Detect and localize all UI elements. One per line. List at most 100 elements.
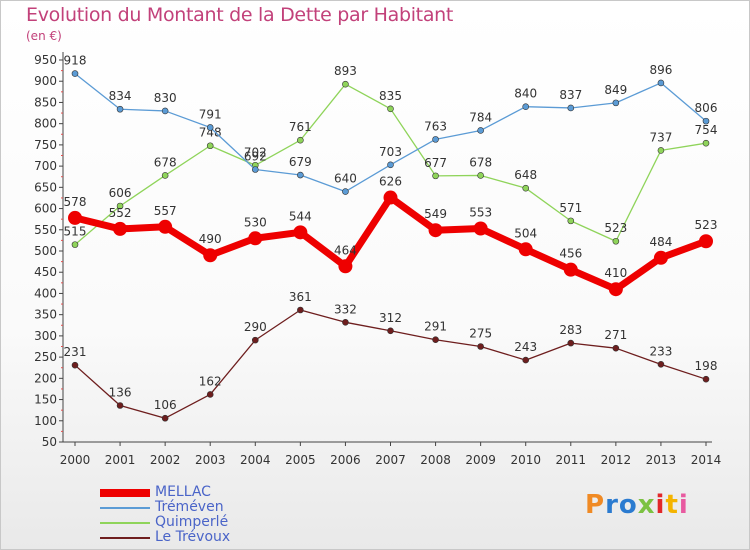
data-point-mellac: [699, 234, 713, 249]
legend-item-le-trevoux: Le Trévoux: [100, 529, 300, 545]
data-label-mellac: 504: [514, 226, 537, 240]
x-tick-label: 2004: [240, 453, 271, 467]
x-tick-label: 2013: [646, 453, 677, 467]
x-tick-label: 2003: [195, 453, 226, 467]
data-label-tremeven: 830: [154, 91, 177, 105]
brand-letter: i: [678, 490, 689, 520]
data-point-le-trevoux: [206, 391, 214, 398]
data-point-le-trevoux: [567, 339, 575, 347]
x-tick-label: 2005: [285, 453, 316, 467]
data-label-tremeven: 896: [649, 63, 672, 77]
data-label-tremeven: 640: [334, 172, 357, 186]
data-point-tremeven: [477, 127, 484, 134]
data-label-mellac: 464: [334, 243, 357, 257]
y-tick-label: 550: [34, 223, 57, 237]
data-label-quimperle: 748: [199, 126, 222, 140]
x-tick-label: 2009: [465, 453, 496, 467]
data-label-le-trevoux: 275: [469, 327, 492, 341]
data-point-le-trevoux: [251, 336, 259, 344]
data-point-mellac: [653, 250, 668, 265]
y-tick-label: 850: [34, 95, 57, 109]
legend-swatch-quimperle: [100, 522, 150, 524]
data-label-quimperle: 606: [109, 186, 132, 200]
data-point-quimperle: [297, 136, 304, 144]
data-point-mellac: [158, 219, 173, 234]
data-point-tremeven: [657, 79, 665, 87]
legend-label-le-trevoux: Le Trévoux: [155, 529, 231, 545]
y-tick-label: 650: [34, 180, 57, 194]
data-point-le-trevoux: [116, 402, 124, 409]
data-label-mellac: 523: [695, 218, 718, 232]
x-tick-label: 2011: [556, 453, 587, 467]
data-label-quimperle: 678: [154, 155, 177, 169]
x-tick-label: 2012: [601, 453, 632, 467]
data-label-quimperle: 702: [244, 145, 267, 159]
data-point-le-trevoux: [657, 361, 665, 368]
data-point-quimperle: [432, 172, 439, 180]
data-label-tremeven: 806: [695, 101, 718, 115]
y-tick-label: 300: [34, 329, 57, 343]
data-label-tremeven: 840: [514, 87, 537, 101]
data-label-tremeven: 703: [379, 145, 402, 159]
y-tick-label: 700: [34, 159, 57, 173]
y-tick-label: 100: [34, 414, 57, 428]
data-label-quimperle: 515: [64, 225, 87, 239]
data-label-le-trevoux: 312: [379, 311, 402, 325]
data-point-tremeven: [387, 161, 394, 169]
legend-item-tremeven: Tréméven: [100, 499, 300, 515]
data-point-le-trevoux: [702, 375, 710, 383]
data-point-mellac: [563, 262, 578, 277]
brand-letter: P: [585, 490, 606, 520]
y-tick-label: 600: [34, 202, 57, 216]
data-point-tremeven: [612, 99, 620, 107]
data-point-le-trevoux: [71, 361, 79, 369]
x-tick-label: 2000: [60, 453, 91, 467]
data-label-quimperle: 737: [649, 130, 672, 144]
data-point-mellac: [68, 210, 82, 225]
brand-letter: x: [637, 490, 656, 520]
x-tick-label: 2010: [510, 453, 541, 467]
data-label-tremeven: 918: [64, 54, 87, 68]
brand-logo: Proxiti: [585, 490, 689, 520]
data-point-mellac: [248, 231, 263, 246]
y-tick-label: 50: [42, 435, 57, 449]
x-tick-label: 2002: [150, 453, 181, 467]
data-point-quimperle: [71, 241, 79, 248]
data-label-le-trevoux: 106: [154, 398, 177, 412]
data-point-le-trevoux: [161, 414, 169, 422]
x-tick-label: 2014: [691, 453, 722, 467]
chart-unit-label: (en €): [26, 29, 62, 43]
data-point-le-trevoux: [612, 344, 620, 352]
y-tick-label: 900: [34, 74, 57, 88]
data-label-quimperle: 678: [469, 155, 492, 169]
data-point-tremeven: [432, 136, 439, 143]
data-point-tremeven: [702, 117, 710, 125]
data-point-quimperle: [522, 184, 530, 192]
data-label-quimperle: 893: [334, 64, 357, 78]
data-point-mellac: [608, 282, 623, 297]
data-label-le-trevoux: 243: [514, 340, 537, 354]
data-label-le-trevoux: 361: [289, 290, 312, 304]
data-point-quimperle: [702, 139, 710, 147]
data-point-le-trevoux: [342, 319, 349, 326]
data-point-le-trevoux: [387, 327, 394, 335]
data-label-le-trevoux: 332: [334, 302, 357, 316]
data-label-tremeven: 791: [199, 107, 222, 121]
data-label-mellac: 490: [199, 232, 222, 246]
x-tick-label: 2008: [420, 453, 451, 467]
data-point-mellac: [203, 248, 218, 263]
x-tick-label: 2001: [105, 453, 136, 467]
brand-letter: t: [665, 490, 679, 520]
data-point-quimperle: [342, 80, 349, 88]
y-tick-label: 400: [34, 286, 57, 300]
data-label-quimperle: 523: [604, 221, 627, 235]
data-label-mellac: 410: [604, 266, 627, 280]
legend-swatch-tremeven: [100, 507, 150, 509]
data-point-quimperle: [612, 237, 620, 245]
data-point-mellac: [338, 259, 353, 274]
data-point-mellac: [383, 190, 398, 205]
data-label-le-trevoux: 198: [695, 359, 718, 373]
data-label-quimperle: 835: [379, 89, 402, 103]
data-point-tremeven: [206, 124, 214, 131]
